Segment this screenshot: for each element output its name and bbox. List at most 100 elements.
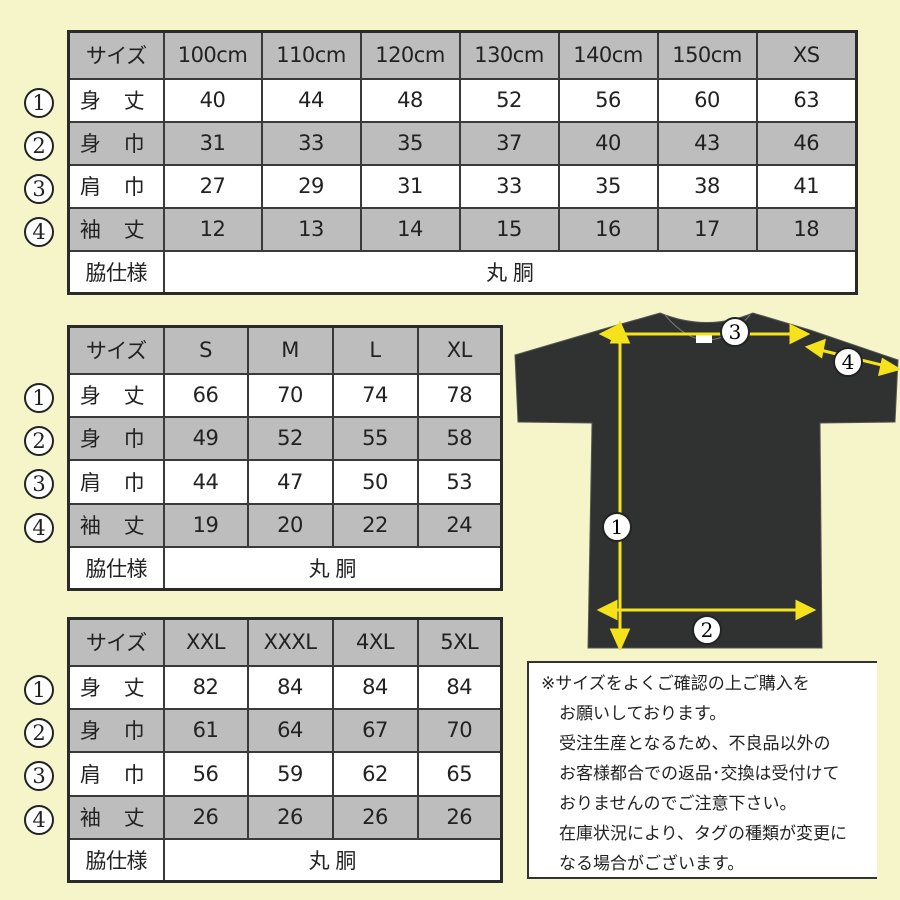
table-row: 袖 丈 19 20 22 24: [67, 502, 503, 548]
note-line: ※サイズをよくご確認の上ご購入を: [541, 674, 810, 694]
value-cell: 52: [246, 415, 334, 461]
value-cell: 18: [755, 206, 858, 252]
value-cell: 26: [416, 794, 503, 840]
measure-label: 身 巾: [67, 415, 165, 461]
svg-text:2: 2: [701, 618, 714, 642]
measure-label: 身 丈: [67, 664, 165, 710]
side-spec-row: 脇仕様丸 胴: [67, 545, 503, 591]
value-cell: 47: [246, 458, 334, 505]
table-row: 袖 丈 26 26 26 26: [67, 794, 503, 840]
value-cell: 66: [162, 372, 249, 418]
tshirt-measurement-diagram: 1 2 3 4: [514, 312, 900, 650]
header-cell: XXL: [162, 617, 249, 667]
note-line: 受注生産となるため、不良品以外の: [559, 734, 831, 754]
value-cell: 78: [416, 372, 503, 418]
row-marker-1: 1: [24, 382, 54, 413]
header-cell: サイズ: [67, 30, 165, 80]
row-marker-2: 2: [24, 717, 54, 748]
value-cell: 31: [359, 163, 461, 209]
value-cell: 29: [260, 163, 362, 209]
header-row: サイズ 100cm 110cm 120cm 130cm 140cm 150cm XS: [67, 30, 858, 80]
note-line: お願いしております。: [559, 704, 727, 724]
value-cell: 33: [458, 163, 560, 209]
header-cell: 140cm: [557, 30, 659, 80]
measure-label: 袖 丈: [67, 794, 165, 840]
row-marker-1: 1: [24, 87, 54, 118]
value-cell: 84: [246, 664, 334, 710]
value-cell: 48: [359, 77, 461, 123]
value-cell: 20: [246, 502, 334, 548]
measure-label: 身 巾: [67, 707, 165, 753]
table-row: 身 丈 66 70 74 78: [67, 372, 503, 418]
note-line: おりませんのでご注意下さい。: [559, 794, 797, 814]
header-cell: M: [246, 325, 334, 375]
svg-text:4: 4: [842, 350, 855, 374]
header-cell: XL: [416, 325, 503, 375]
table-row: 身 丈 40 44 48 52 56 60 63: [67, 77, 858, 123]
value-cell: 56: [162, 750, 249, 797]
side-spec-value: 丸 胴: [162, 545, 503, 591]
side-spec-row: 脇仕様丸 胴: [67, 249, 858, 295]
value-cell: 33: [260, 120, 362, 166]
value-cell: 26: [162, 794, 249, 840]
value-cell: 62: [331, 750, 419, 797]
header-cell: 100cm: [162, 30, 263, 80]
value-cell: 61: [162, 707, 249, 753]
measure-label: 袖 丈: [67, 502, 165, 548]
header-cell: 150cm: [656, 30, 758, 80]
header-cell: サイズ: [67, 325, 165, 375]
measure-label: 肩 巾: [67, 750, 165, 797]
value-cell: 35: [359, 120, 461, 166]
value-cell: 59: [246, 750, 334, 797]
value-cell: 26: [331, 794, 419, 840]
measure-label: 肩 巾: [67, 458, 165, 505]
value-cell: 58: [416, 415, 503, 461]
header-row: サイズ S M L XL: [67, 325, 503, 375]
value-cell: 31: [162, 120, 263, 166]
side-spec-label: 脇仕様: [67, 837, 165, 883]
value-cell: 84: [416, 664, 503, 710]
row-marker-4: 4: [24, 804, 54, 835]
header-cell: XXXL: [246, 617, 334, 667]
table-row: 袖 丈 12 13 14 15 16 17 18: [67, 206, 858, 252]
measure-label: 身 巾: [67, 120, 165, 166]
value-cell: 40: [557, 120, 659, 166]
value-cell: 70: [246, 372, 334, 418]
note-line: 在庫状況により、タグの種類が変更に: [559, 824, 847, 844]
value-cell: 22: [331, 502, 419, 548]
value-cell: 53: [416, 458, 503, 505]
row-marker-4: 4: [24, 216, 54, 247]
value-cell: 35: [557, 163, 659, 209]
side-spec-row: 脇仕様丸 胴: [67, 837, 503, 883]
value-cell: 74: [331, 372, 419, 418]
value-cell: 43: [656, 120, 758, 166]
marker-4: 4: [833, 347, 863, 377]
value-cell: 46: [755, 120, 858, 166]
header-cell: 120cm: [359, 30, 461, 80]
value-cell: 56: [557, 77, 659, 123]
note-line: なる場合がございます。: [559, 854, 745, 874]
measure-label: 身 丈: [67, 77, 165, 123]
value-cell: 82: [162, 664, 249, 710]
side-spec-value: 丸 胴: [162, 837, 503, 883]
header-cell: S: [162, 325, 249, 375]
table-row: 身 巾 61 64 67 70: [67, 707, 503, 753]
value-cell: 50: [331, 458, 419, 505]
value-cell: 13: [260, 206, 362, 252]
value-cell: 52: [458, 77, 560, 123]
header-cell: XS: [755, 30, 858, 80]
value-cell: 44: [162, 458, 249, 505]
table-row: 身 巾 49 52 55 58: [67, 415, 503, 461]
row-marker-2: 2: [24, 425, 54, 456]
measurement-arrows: [596, 320, 900, 650]
row-marker-1: 1: [24, 674, 54, 705]
table-row: 身 巾 31 33 35 37 40 43 46: [67, 120, 858, 166]
side-spec-label: 脇仕様: [67, 545, 165, 591]
row-marker-4: 4: [24, 512, 54, 543]
value-cell: 49: [162, 415, 249, 461]
table-row: 肩 巾 56 59 62 65: [67, 750, 503, 797]
size-table-2: サイズ S M L XL 身 丈 66 70 74 78 身 巾 49 52 55 58 肩 巾 44 47 50 5…: [67, 325, 503, 591]
measure-label: 肩 巾: [67, 163, 165, 209]
header-cell: サイズ: [67, 617, 165, 667]
table-row: 身 丈 82 84 84 84: [67, 664, 503, 710]
